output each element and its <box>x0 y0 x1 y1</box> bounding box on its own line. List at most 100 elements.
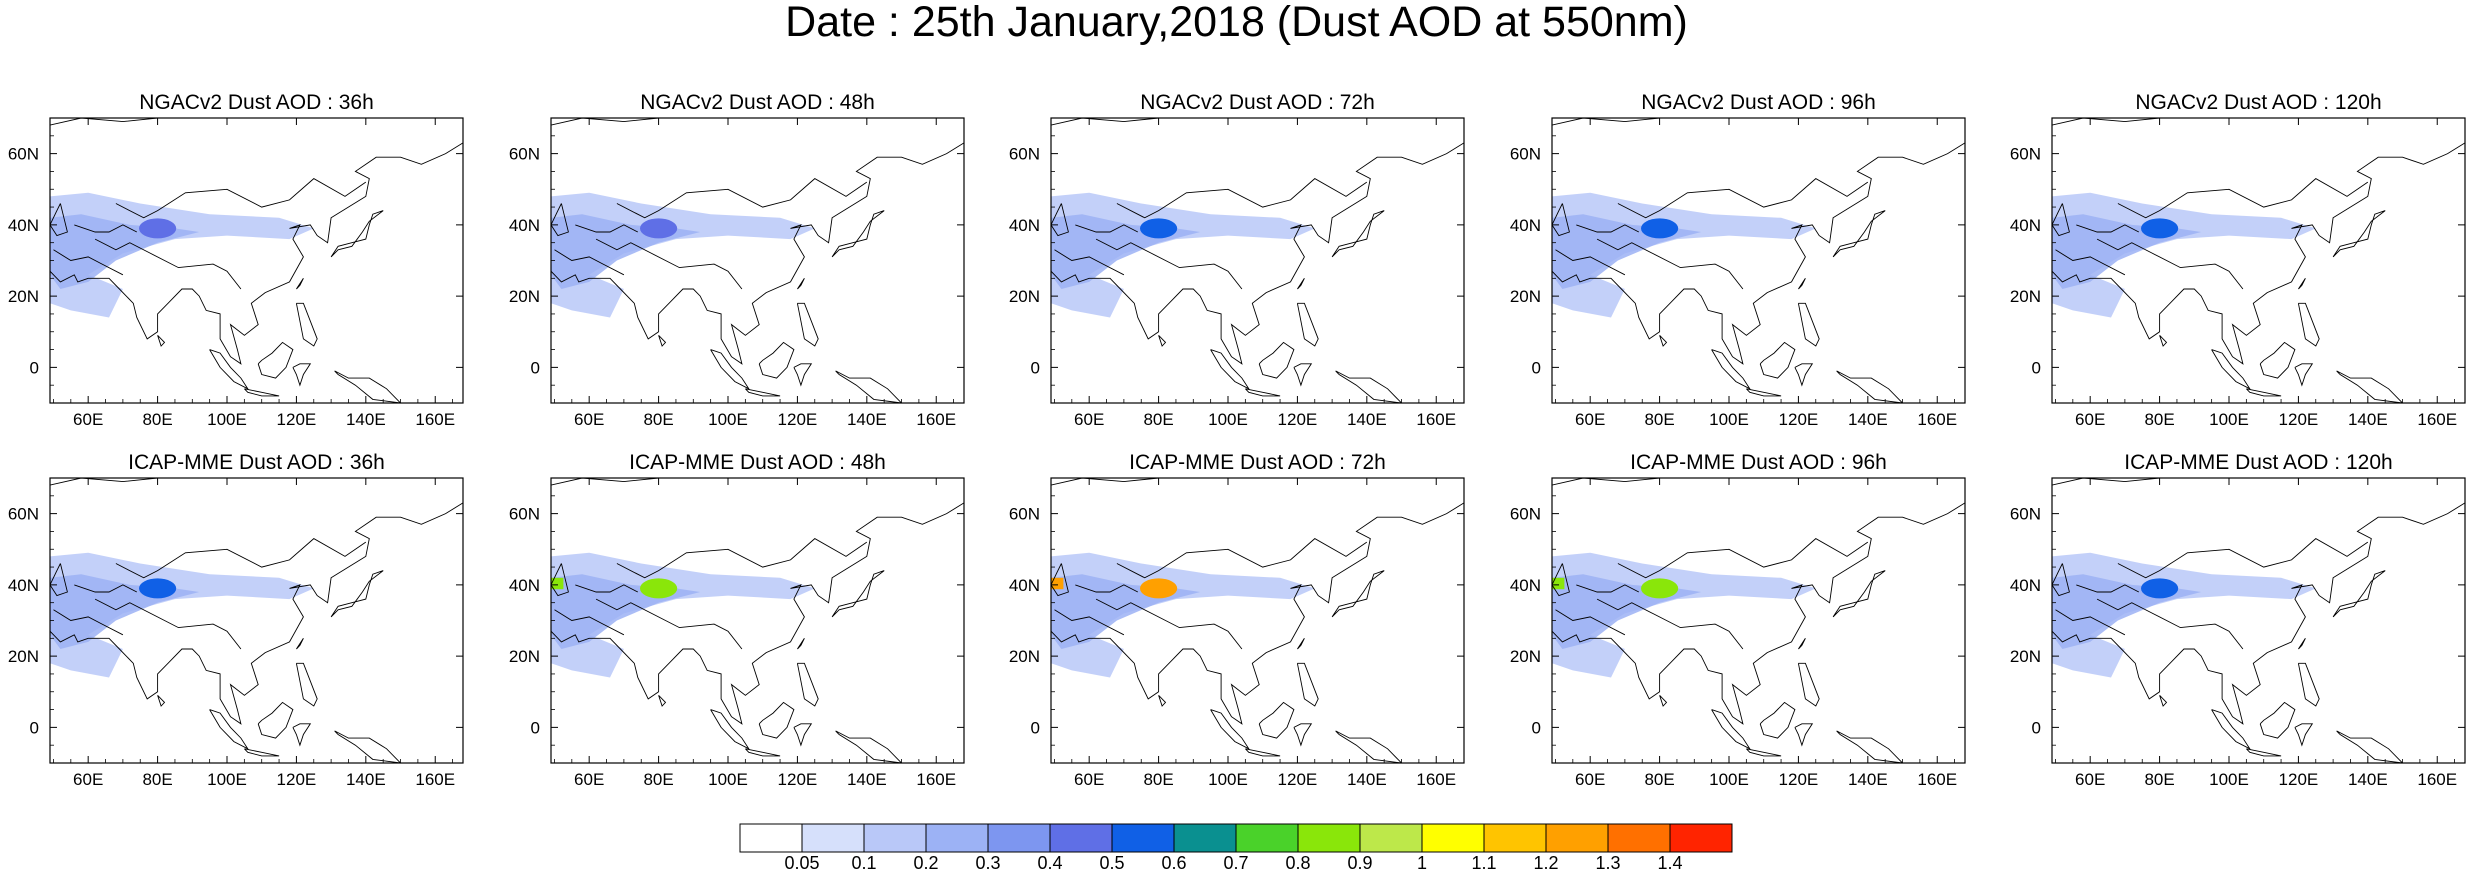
colorbar-swatch <box>987 823 1051 853</box>
dust-max-core <box>139 578 177 599</box>
lon-tick-label: 60E <box>574 410 604 429</box>
colorbar-label: 0.8 <box>1285 853 1310 873</box>
lat-tick-label: 20N <box>8 287 39 306</box>
lat-tick-label: 60N <box>1510 145 1541 164</box>
lat-tick-label: 40N <box>1510 216 1541 235</box>
coastlines <box>50 478 463 763</box>
map-panel-ngac-120: NGACv2 Dust AOD : 120h 60E 80E 100E 120E 140E… <box>2010 91 2466 429</box>
lat-tick-label: 60N <box>1510 505 1541 524</box>
lon-tick-label: 100E <box>2209 410 2249 429</box>
colorbar-swatch <box>1173 823 1237 853</box>
lat-tick-label: 0 <box>531 358 540 377</box>
colorbar-label: 0.2 <box>913 853 938 873</box>
coastlines <box>1051 478 1464 763</box>
colorbar-label: 0.3 <box>975 853 1000 873</box>
lon-tick-label: 160E <box>415 410 455 429</box>
lat-tick-label: 0 <box>1031 718 1040 737</box>
lon-tick-label: 60E <box>73 410 103 429</box>
panel-title: ICAP-MME Dust AOD : 36h <box>128 451 385 474</box>
lon-tick-label: 80E <box>142 410 172 429</box>
colorbar-label: 0.9 <box>1347 853 1372 873</box>
lon-tick-label: 160E <box>1416 410 1456 429</box>
lon-tick-label: 160E <box>415 770 455 789</box>
panel-title: NGACv2 Dust AOD : 120h <box>2135 91 2381 114</box>
map-panel-icap-72: ICAP-MME Dust AOD : 72h 60E 80E 100E 120E 140… <box>1009 451 1465 789</box>
lon-tick-label: 120E <box>1278 410 1318 429</box>
lon-tick-label: 120E <box>778 410 818 429</box>
colorbar-label: 0.4 <box>1037 853 1062 873</box>
lon-tick-label: 160E <box>2417 770 2457 789</box>
colorbar-swatch <box>1297 823 1361 853</box>
lon-tick-label: 140E <box>1848 410 1888 429</box>
map-panel-ngac-72: NGACv2 Dust AOD : 72h 60E 80E 100E 120E 140E 1… <box>1009 91 1465 429</box>
map-panel-ngac-36: NGACv2 Dust AOD : 36h 60E 80E 100E 120E 140E 1… <box>8 91 464 429</box>
lat-tick-label: 40N <box>1009 576 1040 595</box>
coastlines <box>1552 118 1965 403</box>
colorbar-swatch <box>1049 823 1113 853</box>
lon-tick-label: 100E <box>1208 410 1248 429</box>
lat-tick-label: 20N <box>1510 287 1541 306</box>
lat-tick-label: 40N <box>1009 216 1040 235</box>
lon-tick-label: 100E <box>1208 770 1248 789</box>
lon-tick-label: 140E <box>2348 410 2388 429</box>
lat-tick-label: 0 <box>2032 718 2041 737</box>
lon-tick-label: 140E <box>1347 770 1387 789</box>
dust-hotspot <box>551 577 564 590</box>
dust-max-core <box>139 218 177 239</box>
coastlines <box>551 118 964 403</box>
lon-tick-label: 140E <box>847 410 887 429</box>
colorbar-label: 0.6 <box>1161 853 1186 873</box>
lon-tick-label: 120E <box>778 770 818 789</box>
lon-tick-label: 100E <box>2209 770 2249 789</box>
dust-max-core <box>1140 578 1178 599</box>
coastlines <box>50 118 463 403</box>
colorbar-label: 0.05 <box>784 853 819 873</box>
panel-title: NGACv2 Dust AOD : 48h <box>640 91 875 114</box>
lat-tick-label: 0 <box>1031 358 1040 377</box>
lon-tick-label: 60E <box>2075 770 2105 789</box>
colorbar-swatch <box>739 823 803 853</box>
lon-tick-label: 60E <box>73 770 103 789</box>
lat-tick-label: 0 <box>30 718 39 737</box>
lon-tick-label: 60E <box>1074 410 1104 429</box>
colorbar-label: 0.5 <box>1099 853 1124 873</box>
colorbar-label: 1.3 <box>1595 853 1620 873</box>
lat-tick-label: 20N <box>509 647 540 666</box>
lat-tick-label: 20N <box>2010 647 2041 666</box>
lon-tick-label: 100E <box>708 410 748 429</box>
colorbar-swatch <box>801 823 865 853</box>
lat-tick-label: 40N <box>509 576 540 595</box>
lon-tick-label: 60E <box>1074 770 1104 789</box>
lat-tick-label: 20N <box>8 647 39 666</box>
lon-tick-label: 120E <box>277 410 317 429</box>
lon-tick-label: 160E <box>1917 410 1957 429</box>
map-panel-ngac-48: NGACv2 Dust AOD : 48h 60E 80E 100E 120E 140E 1… <box>509 91 965 429</box>
panel-title: NGACv2 Dust AOD : 36h <box>139 91 374 114</box>
lon-tick-label: 80E <box>643 410 673 429</box>
map-panel-icap-36: ICAP-MME Dust AOD : 36h 60E 80E 100E 120E 140… <box>8 451 464 789</box>
lat-tick-label: 40N <box>8 576 39 595</box>
colorbar-label: 1.4 <box>1657 853 1682 873</box>
lat-tick-label: 60N <box>509 505 540 524</box>
lon-tick-label: 140E <box>1347 410 1387 429</box>
coastlines <box>1552 478 1965 763</box>
lat-tick-label: 20N <box>509 287 540 306</box>
dust-max-core <box>1641 218 1679 239</box>
lon-tick-label: 160E <box>916 410 956 429</box>
panel-title: ICAP-MME Dust AOD : 96h <box>1630 451 1887 474</box>
lat-tick-label: 0 <box>1532 718 1541 737</box>
lat-tick-label: 40N <box>2010 576 2041 595</box>
colorbar-swatch <box>1235 823 1299 853</box>
dust-max-core <box>1641 578 1679 599</box>
lon-tick-label: 120E <box>1278 770 1318 789</box>
colorbar-swatch <box>1359 823 1423 853</box>
dust-max-core <box>640 578 678 599</box>
panel-title: ICAP-MME Dust AOD : 72h <box>1129 451 1386 474</box>
lat-tick-label: 40N <box>1510 576 1541 595</box>
coastlines <box>1051 118 1464 403</box>
colorbar-label: 1.2 <box>1533 853 1558 873</box>
lat-tick-label: 20N <box>2010 287 2041 306</box>
panel-title: ICAP-MME Dust AOD : 48h <box>629 451 886 474</box>
